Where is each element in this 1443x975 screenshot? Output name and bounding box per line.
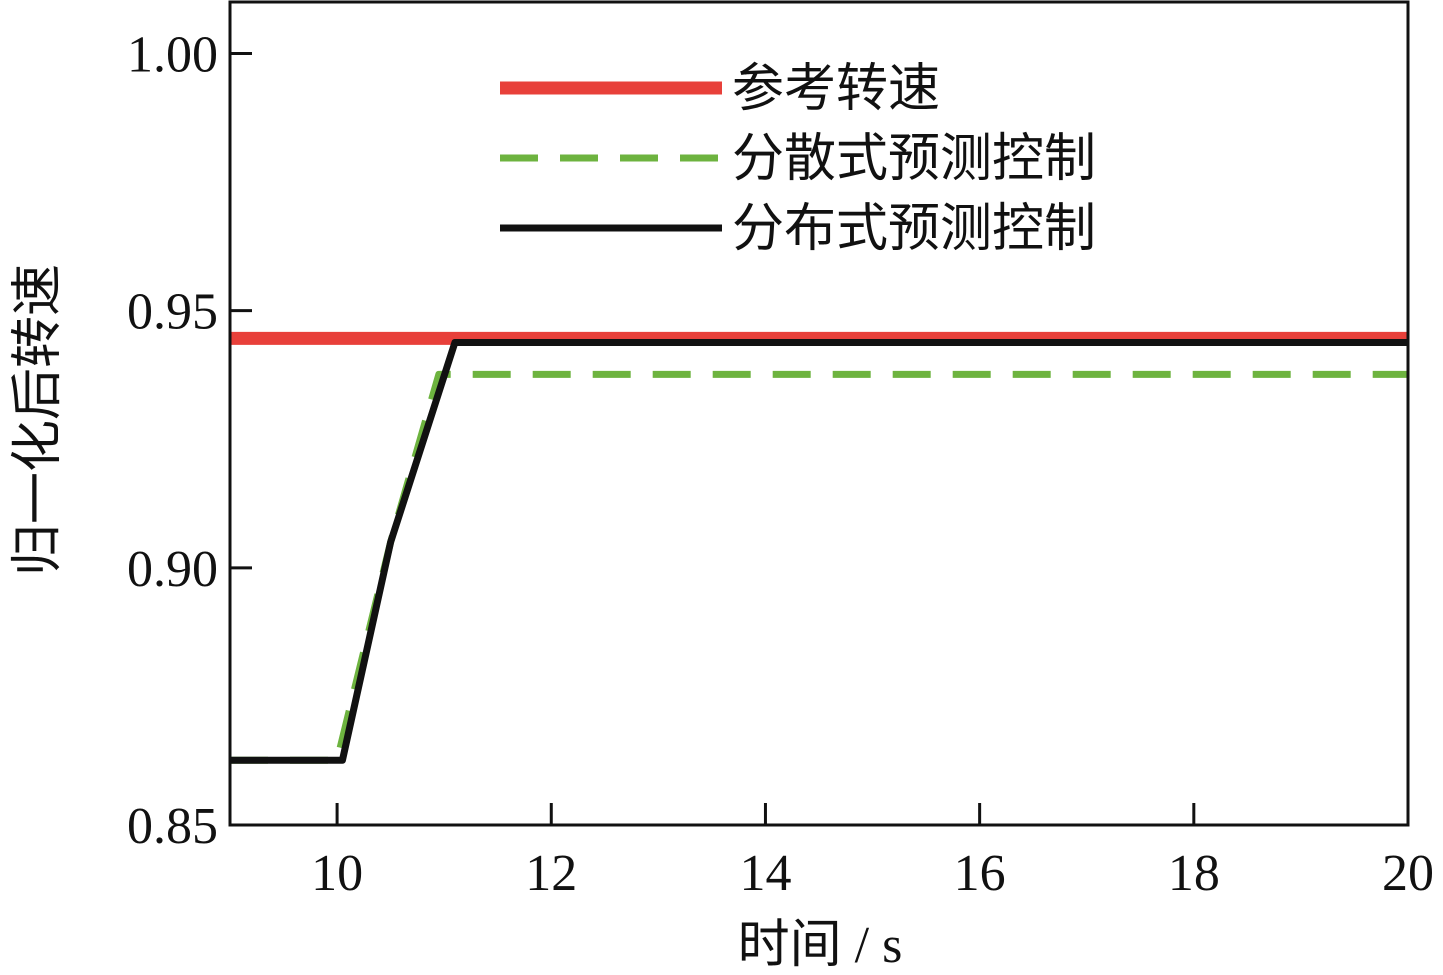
y-axis-label: 归一化后转速	[10, 264, 67, 576]
x-tick-label: 14	[739, 845, 791, 902]
legend-label: 参考转速	[732, 61, 940, 118]
y-tick-label: 1.00	[127, 26, 218, 83]
x-axis-label: 时间 / s	[738, 917, 903, 974]
y-tick-label: 0.85	[127, 798, 218, 855]
x-tick-label: 18	[1168, 845, 1220, 902]
x-tick-label: 10	[311, 845, 363, 902]
x-tick-label: 12	[525, 845, 577, 902]
y-tick-label: 0.90	[127, 541, 218, 598]
series-line	[230, 370, 1408, 764]
y-tick-label: 0.95	[127, 284, 218, 341]
legend-label: 分散式预测控制	[732, 131, 1096, 188]
plot-frame	[228, 0, 1410, 827]
series-line	[230, 339, 1408, 764]
x-tick-label: 20	[1382, 845, 1434, 902]
x-tick-label: 16	[954, 845, 1006, 902]
legend-label: 分布式预测控制	[732, 201, 1096, 258]
